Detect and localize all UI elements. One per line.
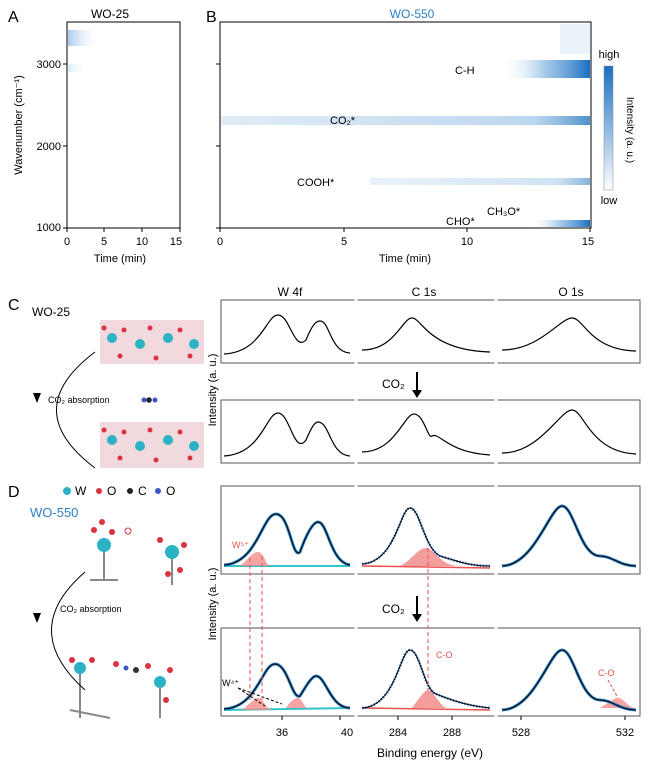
panel-b-xlabel: Time (min) (379, 253, 431, 265)
panel-b-title: WO-550 (390, 7, 435, 21)
process-arc-d (51, 571, 86, 691)
annot-ch3o: CH₃O* (487, 206, 521, 218)
c-top-c1s (361, 317, 491, 353)
panel-a-xlabel: Time (min) (94, 253, 146, 265)
annot-w5: W⁵⁺ (232, 540, 249, 550)
band-a-ch (68, 64, 90, 72)
d-arrow-down-icon (412, 614, 422, 622)
wo25-slab-bottom (100, 422, 204, 468)
colorbar (603, 65, 614, 191)
annot-w4: W⁴⁺ (222, 678, 239, 688)
a-xtick-15: 15 (170, 236, 182, 248)
panel-a-title: WO-25 (91, 7, 129, 21)
c-arrow-label: CO₂ (382, 377, 405, 391)
d-xtick-288: 288 (443, 727, 461, 739)
wo550-cluster-bottom (69, 657, 173, 719)
c-arrow-down-icon (412, 390, 422, 398)
arrow-down-icon-d (33, 613, 41, 623)
d-xtick-532: 532 (616, 727, 634, 739)
d-xtick-36: 36 (276, 727, 288, 739)
band-a-top (68, 30, 100, 46)
panel-b-heatmap: WO-550 C-H CO₂* COOH* CH₃O* CHO* 0 5 10 … (216, 7, 635, 265)
c-intensity-label: Intensity (a. u.) (207, 354, 219, 427)
legend-c: C (138, 484, 147, 498)
panel-a-ylabel: Wavenumber (cm⁻¹) (13, 75, 25, 175)
panel-d-process: CO₂ absorption (60, 604, 122, 614)
band-b-co2 (221, 116, 590, 125)
c-bot-o1s (501, 409, 637, 455)
c-bot-c1s (361, 413, 491, 456)
c-col-w4f: W 4f (278, 285, 303, 299)
annot-co-o: C-O (598, 668, 615, 678)
band-b-cho (530, 220, 590, 227)
panel-a-heatmap: WO-25 Wavenumber (cm⁻¹) 3000 2000 1000 0… (13, 7, 182, 265)
annot-co2: CO₂* (330, 115, 356, 127)
c-top-o1s (501, 317, 637, 352)
colorbar-low: low (601, 195, 618, 207)
d-xtick-528: 528 (512, 727, 530, 739)
legend-w: W (75, 484, 87, 498)
process-arc-c (56, 351, 96, 469)
annot-cooh: COOH* (297, 177, 335, 189)
panel-letter-d: D (8, 484, 20, 501)
panel-c-xps: W 4f C 1s O 1s Intensity (a. u.) CO₂ (207, 285, 641, 466)
legend-o2: O (166, 484, 175, 498)
a-xtick-0: 0 (64, 236, 70, 248)
a-xtick-5: 5 (101, 236, 107, 248)
band-b-cooh (370, 178, 590, 185)
d-xtick-284: 284 (389, 727, 407, 739)
colorbar-high: high (599, 49, 620, 61)
annot-ch: C-H (455, 65, 475, 77)
c-col-c1s: C 1s (412, 285, 437, 299)
binding-energy-label: Binding energy (eV) (377, 746, 483, 760)
b-xtick-10: 10 (461, 236, 473, 248)
band-b-ch (500, 60, 590, 78)
panel-c-structure: WO-25 CO₂ absorption (32, 305, 204, 469)
arrow-down-icon (33, 393, 41, 403)
d-intensity-label: Intensity (a. u.) (207, 568, 219, 641)
b-xtick-5: 5 (341, 236, 347, 248)
wo550-cluster-top (90, 519, 187, 585)
panel-letter-c: C (8, 297, 20, 314)
d-xtick-40: 40 (341, 727, 353, 739)
legend-o: O (107, 484, 116, 498)
a-ytick-3000: 3000 (37, 59, 61, 71)
b-xtick-0: 0 (217, 236, 223, 248)
c-top-w4f (223, 314, 351, 355)
co2-molecule (141, 397, 158, 403)
d-arrow-label: CO₂ (382, 602, 405, 616)
a-ytick-1000: 1000 (37, 222, 61, 234)
annot-co-c: C-O (436, 650, 453, 660)
panel-letter-b: B (206, 9, 217, 26)
panel-c-sample: WO-25 (32, 305, 70, 319)
colorbar-label: Intensity (a. u.) (624, 97, 635, 163)
panel-letter-a: A (8, 9, 19, 26)
annot-cho: CHO* (446, 216, 475, 228)
a-ytick-2000: 2000 (37, 141, 61, 153)
b-xtick-15: 15 (582, 236, 594, 248)
a-xtick-10: 10 (136, 236, 148, 248)
panel-d-structure: W O C O WO-550 CO₂ absorption (30, 484, 187, 719)
panel-c-process: CO₂ absorption (48, 395, 110, 405)
wo25-slab-top (100, 320, 204, 364)
c-col-o1s: O 1s (558, 285, 583, 299)
c-bot-w4f (223, 412, 351, 457)
panel-d-sample: WO-550 (30, 505, 78, 520)
panel-d-xps: W⁵⁺ W⁴⁺ C-O C-O (207, 484, 641, 760)
